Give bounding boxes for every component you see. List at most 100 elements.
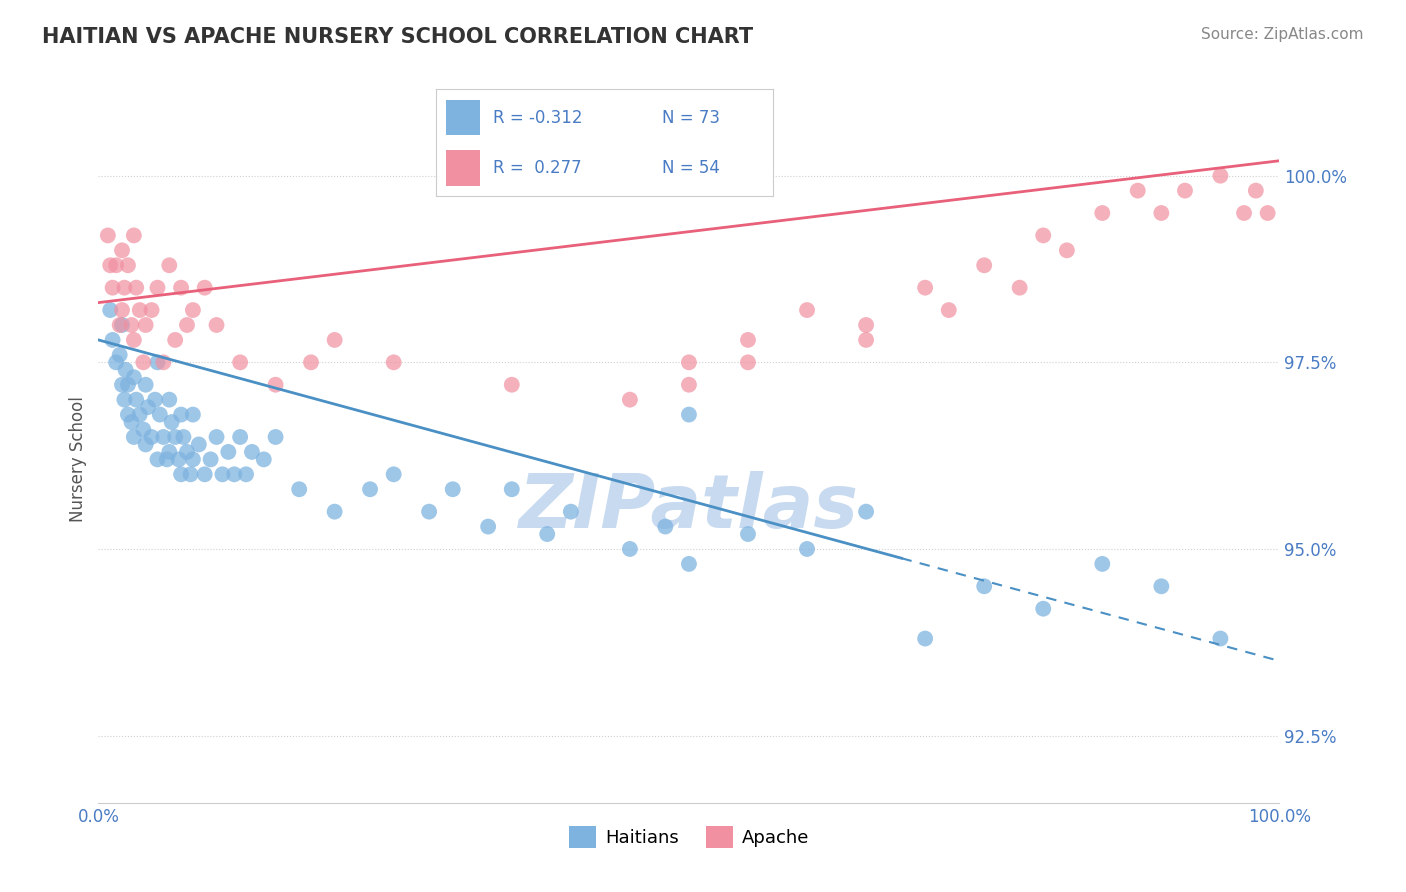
Point [1150,206,1173,220]
Point [156,452,179,467]
Point [264,377,287,392]
FancyBboxPatch shape [446,100,479,136]
Point [146,452,169,467]
Point [253,452,276,467]
Point [229,430,252,444]
Point [678,408,700,422]
Text: N = 73: N = 73 [662,109,720,127]
Point [217,445,239,459]
Point [105,355,128,369]
Point [101,333,124,347]
Point [176,445,198,459]
Point [678,557,700,571]
Point [111,377,134,392]
Point [1008,281,1031,295]
Point [176,318,198,332]
Point [796,303,818,318]
Point [97,228,120,243]
Point [181,303,204,318]
Text: HAITIAN VS APACHE NURSERY SCHOOL CORRELATION CHART: HAITIAN VS APACHE NURSERY SCHOOL CORRELA… [42,27,754,46]
Point [141,430,163,444]
Point [122,333,145,347]
Point [157,445,180,459]
Point [382,355,405,369]
Point [141,303,163,318]
Point [205,318,228,332]
Point [194,467,217,482]
Point [180,467,202,482]
Point [194,281,217,295]
Point [323,505,346,519]
Point [560,505,582,519]
Legend: Haitians, Apache: Haitians, Apache [561,819,817,855]
Point [165,333,187,347]
Point [1091,557,1114,571]
Point [796,541,818,556]
Point [98,258,121,272]
Point [973,258,995,272]
Point [1233,206,1256,220]
Text: R = -0.312: R = -0.312 [494,109,582,127]
Point [105,258,128,272]
Point [125,392,148,407]
Point [181,408,204,422]
Point [224,467,246,482]
Point [323,333,346,347]
Point [165,430,187,444]
Point [1126,184,1149,198]
Point [914,281,936,295]
Point [111,303,134,318]
Point [157,392,180,407]
Point [132,423,155,437]
Text: ZIPatlas: ZIPatlas [519,471,859,544]
Point [172,430,194,444]
Point [98,303,121,318]
Point [136,400,159,414]
Point [112,392,135,407]
Point [737,333,759,347]
Point [418,505,440,519]
Point [1209,169,1232,183]
Point [135,437,157,451]
Point [117,377,139,392]
Point [619,392,641,407]
Point [359,482,381,496]
Point [146,355,169,369]
Point [121,415,143,429]
Point [132,355,155,369]
Point [143,392,166,407]
Point [1056,244,1078,258]
Point [229,355,252,369]
Point [149,408,172,422]
Point [264,430,287,444]
Point [1257,206,1279,220]
Point [678,355,700,369]
Point [855,505,877,519]
Point [170,408,193,422]
Point [737,355,759,369]
Point [1032,601,1054,615]
Text: R =  0.277: R = 0.277 [494,160,582,178]
Point [1032,228,1054,243]
Point [152,430,174,444]
Point [501,377,523,392]
Point [654,519,676,533]
Point [855,333,877,347]
Point [135,318,157,332]
Point [167,452,190,467]
Point [501,482,523,496]
Point [973,579,995,593]
Point [441,482,464,496]
Point [111,318,134,332]
Point [122,370,145,384]
Point [914,632,936,646]
Point [855,318,877,332]
Point [125,281,148,295]
Text: Source: ZipAtlas.com: Source: ZipAtlas.com [1201,27,1364,42]
Point [146,281,169,295]
Point [938,303,960,318]
Text: N = 54: N = 54 [662,160,720,178]
Point [187,437,209,451]
Point [117,408,139,422]
Point [157,258,180,272]
